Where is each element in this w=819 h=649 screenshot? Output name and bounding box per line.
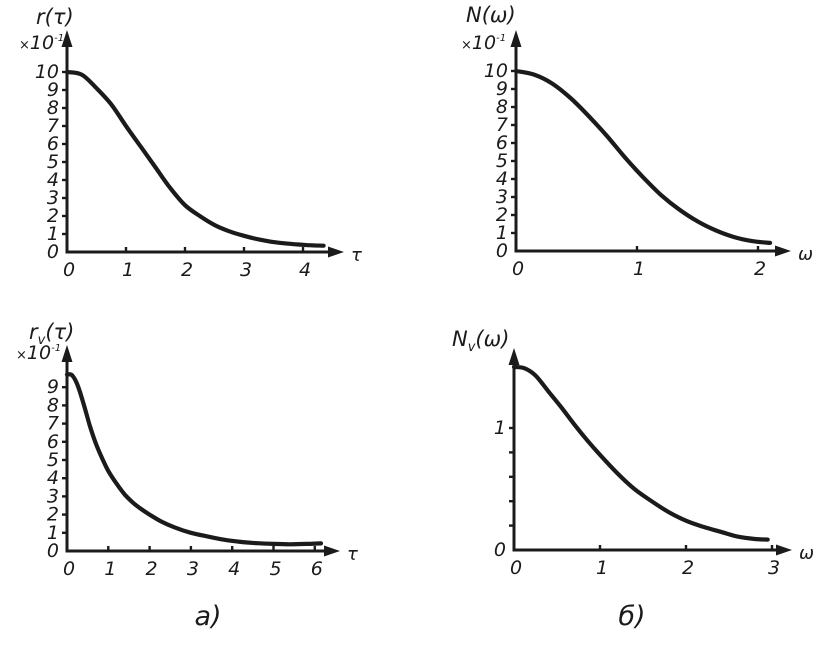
x-tick-label: 2 bbox=[146, 558, 158, 580]
curve-rv-tau bbox=[64, 372, 324, 547]
x-tick-label: 1 bbox=[633, 258, 645, 280]
y-tick-label: 5 bbox=[47, 449, 59, 471]
y-tick-label: 4 bbox=[496, 168, 508, 190]
x-axis-label: τ bbox=[351, 245, 362, 266]
curve-N-omega bbox=[513, 68, 773, 245]
y-tick-label: 2 bbox=[47, 205, 59, 227]
curve-r-tau bbox=[64, 69, 326, 248]
y-tick-label: 0 bbox=[47, 241, 59, 263]
x-tick-label: 1 bbox=[596, 557, 608, 579]
plot-title: N(ω) bbox=[466, 3, 516, 27]
y-axis-arrow bbox=[61, 345, 73, 362]
x-tick-label: 4 bbox=[299, 259, 311, 281]
y-tick-label: 2 bbox=[47, 504, 59, 526]
y-tick-label: 3 bbox=[47, 187, 59, 209]
y-tick-label: 0 bbox=[494, 539, 506, 561]
plot-Nv-omega: 0 1 2 3 0 1 ω Nv(ω) bbox=[452, 327, 814, 579]
y-tick-label: 0 bbox=[47, 540, 59, 562]
y-tick-label: 7 bbox=[47, 115, 59, 137]
caption-a: а) bbox=[194, 601, 222, 632]
y-tick-label: 2 bbox=[496, 204, 508, 226]
x-tick-label: 2 bbox=[181, 259, 193, 281]
curve-Nv-omega bbox=[511, 364, 770, 542]
x-axis-label: τ bbox=[347, 544, 358, 565]
y-tick-label: 1 bbox=[47, 522, 59, 544]
plot-title: Nv(ω) bbox=[452, 327, 509, 355]
x-axis-arrow bbox=[776, 544, 792, 556]
y-tick-label: 6 bbox=[496, 132, 508, 154]
x-tick-label: 1 bbox=[104, 558, 116, 580]
y-tick-label: 8 bbox=[47, 97, 59, 119]
y-tick-label: 6 bbox=[47, 133, 59, 155]
y-tick-label: 3 bbox=[496, 186, 508, 208]
x-tick-label: 0 bbox=[63, 558, 75, 580]
x-axis-arrow bbox=[775, 245, 791, 257]
y-tick-label: 1 bbox=[494, 417, 506, 439]
y-tick-label: 4 bbox=[47, 467, 59, 489]
y-tick-label: 7 bbox=[47, 413, 59, 435]
scale-label: ×10-1 bbox=[19, 32, 64, 54]
x-axis-arrow bbox=[324, 545, 340, 557]
y-tick-label: 8 bbox=[496, 96, 508, 118]
x-tick-label: 1 bbox=[122, 259, 134, 281]
x-tick-label: 2 bbox=[754, 258, 766, 280]
caption-b: б) bbox=[618, 601, 646, 632]
y-tick-label: 3 bbox=[47, 485, 59, 507]
y-tick-label: 5 bbox=[47, 151, 59, 173]
x-axis-arrow bbox=[328, 246, 344, 258]
y-tick-label: 4 bbox=[47, 169, 59, 191]
x-tick-label: 3 bbox=[187, 558, 199, 580]
y-tick-label: 6 bbox=[47, 431, 59, 453]
x-tick-label: 3 bbox=[768, 557, 780, 579]
scale-label: ×10-1 bbox=[461, 32, 506, 54]
x-tick-label: 6 bbox=[311, 558, 323, 580]
x-tick-label: 5 bbox=[269, 558, 281, 580]
x-tick-label: 2 bbox=[682, 557, 694, 579]
y-tick-label: 10 bbox=[35, 61, 59, 83]
x-tick-label: 4 bbox=[228, 558, 240, 580]
y-tick-label: 5 bbox=[496, 150, 508, 172]
y-axis-arrow bbox=[510, 30, 522, 47]
x-tick-label: 0 bbox=[512, 258, 524, 280]
y-tick-label: 9 bbox=[47, 79, 59, 101]
x-tick-label: 0 bbox=[63, 259, 75, 281]
x-tick-label: 0 bbox=[510, 557, 522, 579]
scale-label: ×10-1 bbox=[16, 342, 61, 364]
y-tick-label: 0 bbox=[496, 240, 508, 262]
y-tick-label: 8 bbox=[47, 394, 59, 416]
y-tick-label: 1 bbox=[47, 223, 59, 245]
y-tick-label: 9 bbox=[47, 376, 59, 398]
x-axis-label: ω bbox=[798, 244, 813, 265]
y-axis-arrow bbox=[508, 348, 520, 365]
x-axis-label: ω bbox=[799, 543, 814, 564]
y-tick-label: 1 bbox=[496, 222, 508, 244]
y-axis-arrow bbox=[61, 30, 73, 47]
plot-title: r(τ) bbox=[36, 5, 74, 29]
plot-title: rv(τ) bbox=[29, 320, 74, 348]
y-tick-label: 7 bbox=[496, 114, 508, 136]
y-tick-label: 9 bbox=[496, 78, 508, 100]
x-tick-label: 3 bbox=[240, 259, 252, 281]
y-tick-label: 10 bbox=[484, 60, 508, 82]
